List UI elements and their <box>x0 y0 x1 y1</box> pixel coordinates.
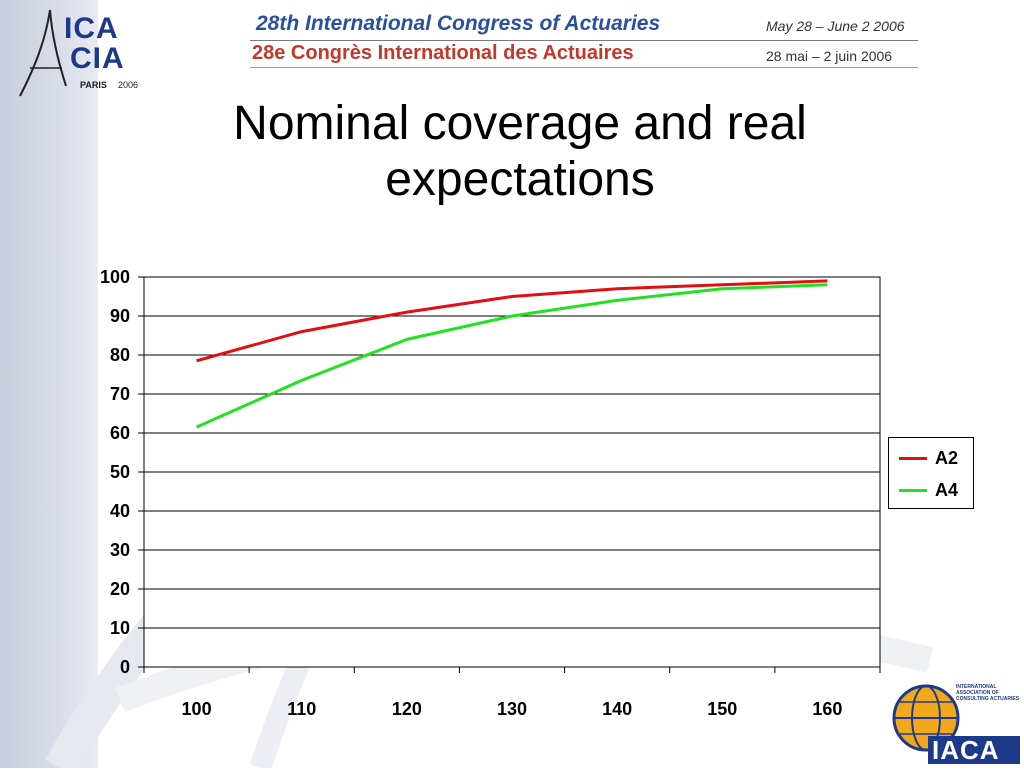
congress-title-fr: 28e Congrès International des Actuaires <box>252 42 634 64</box>
legend-item-a2: A2 <box>899 448 958 468</box>
ica-logo-city: PARIS <box>80 80 107 90</box>
congress-date-fr: 28 mai – 2 juin 2006 <box>766 48 893 64</box>
legend-item-a4: A4 <box>899 480 958 500</box>
ica-logo-line1: ICA <box>64 12 119 45</box>
header-divider <box>250 40 918 41</box>
ica-logo-line2: CIA <box>70 42 125 75</box>
ica-logo: ICA CIA PARIS 2006 <box>16 6 146 98</box>
legend-label-a2: A2 <box>935 447 959 468</box>
header-divider-bottom <box>250 67 918 68</box>
y-tick-label: 40 <box>110 501 130 521</box>
y-tick-label: 10 <box>110 618 130 638</box>
slide-title: Nominal coverage and real expectations <box>233 97 807 206</box>
y-tick-label: 30 <box>110 540 130 560</box>
legend-swatch-a2 <box>899 456 927 460</box>
left-decorative-band <box>0 0 98 768</box>
x-tick-label: 150 <box>707 699 737 719</box>
congress-date-en: May 28 – June 2 2006 <box>766 18 905 34</box>
y-tick-label: 60 <box>110 423 130 443</box>
x-tick-label: 140 <box>602 699 632 719</box>
x-tick-label: 110 <box>287 699 316 719</box>
x-tick-label: 160 <box>812 699 842 719</box>
y-tick-label: 50 <box>110 462 130 482</box>
y-tick-label: 90 <box>110 306 130 326</box>
iaca-logo-subtitle: INTERNATIONAL ASSOCIATION OF CONSULTING … <box>956 684 1020 702</box>
congress-title-en: 28th International Congress of Actuaries <box>256 12 661 35</box>
x-tick-label: 100 <box>182 699 212 719</box>
x-tick-label: 130 <box>497 699 527 719</box>
chart-legend: A2 A4 <box>888 437 974 509</box>
iaca-logo: INTERNATIONAL ASSOCIATION OF CONSULTING … <box>888 678 1020 764</box>
legend-swatch-a4 <box>899 488 927 492</box>
x-tick-label: 120 <box>392 699 422 719</box>
ica-logo-year: 2006 <box>118 80 139 90</box>
legend-label-a4: A4 <box>935 479 959 500</box>
y-tick-label: 0 <box>120 657 130 677</box>
series-line-a2 <box>196 279 828 363</box>
y-tick-label: 20 <box>110 579 130 599</box>
y-tick-label: 70 <box>110 384 130 404</box>
y-tick-label: 80 <box>110 345 130 365</box>
iaca-logo-text: IACA <box>932 735 1000 765</box>
y-tick-label: 100 <box>100 267 130 287</box>
series-line-a4 <box>195 283 828 429</box>
